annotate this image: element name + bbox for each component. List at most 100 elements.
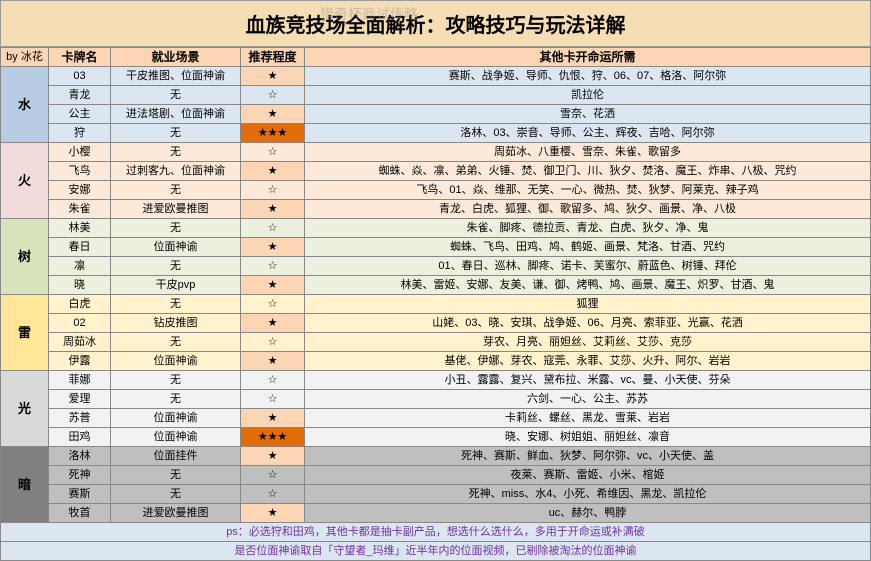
card-name: 小樱 — [49, 143, 111, 162]
rec-cell: ☆ — [241, 143, 305, 162]
scene-cell: 无 — [111, 181, 241, 200]
author-cell: by 冰花 — [1, 48, 49, 67]
other-cell: 死神、miss、水4、小死、希维因、黑龙、凯拉伦 — [305, 485, 871, 504]
scene-cell: 无 — [111, 219, 241, 238]
table-row: 火小樱无☆周茹冰、八重樱、雪奈、朱雀、歌留多 — [1, 143, 871, 162]
card-name: 伊露 — [49, 352, 111, 371]
card-name: 青龙 — [49, 86, 111, 105]
card-name: 洛林 — [49, 447, 111, 466]
other-cell: 卡莉丝、螺丝、黑龙、雪莱、岩岩 — [305, 409, 871, 428]
card-name: 死神 — [49, 466, 111, 485]
rec-cell: ☆ — [241, 257, 305, 276]
card-name: 田鸡 — [49, 428, 111, 447]
other-cell: 死神、赛斯、鲜血、狄梦、阿尔弥、vc、小天使、盖 — [305, 447, 871, 466]
table-row: 青龙无☆凯拉伦 — [1, 86, 871, 105]
rec-cell: ☆ — [241, 371, 305, 390]
rec-cell: ★ — [241, 200, 305, 219]
card-name: 林美 — [49, 219, 111, 238]
table-row: 朱雀进爱欧曼推图★青龙、白虎、狐狸、御、歌留多、鸠、狄夕、画景、净、八极 — [1, 200, 871, 219]
scene-cell: 位面神谕 — [111, 409, 241, 428]
table-row: 飞鸟过刺客九、位面神谕★蜘蛛、焱、凛、弟弟、火锤、焚、御卫门、川、狄夕、焚洛、魔… — [1, 162, 871, 181]
header-card: 卡牌名 — [49, 48, 111, 67]
other-cell: 小丑、露露、复兴、黛布拉、米露、vc、曼、小天使、芬朵 — [305, 371, 871, 390]
rec-cell: ☆ — [241, 485, 305, 504]
other-cell: uc、赫尔、鸭脖 — [305, 504, 871, 523]
card-name: 晓 — [49, 276, 111, 295]
header-rec: 推荐程度 — [241, 48, 305, 67]
footer-note-2: 是否位面神谕取自「守望者_玛维」近半年内的位面视频，已剔除被淘汰的位面神谕 — [1, 542, 871, 561]
header-scene: 就业场景 — [111, 48, 241, 67]
other-cell: 青龙、白虎、狐狸、御、歌留多、鸠、狄夕、画景、净、八极 — [305, 200, 871, 219]
rec-cell: ☆ — [241, 86, 305, 105]
other-cell: 凯拉伦 — [305, 86, 871, 105]
rec-cell: ☆ — [241, 333, 305, 352]
card-name: 苏普 — [49, 409, 111, 428]
page-title: 血族竞技场全面解析：攻略技巧与玩法详解 — [0, 0, 871, 47]
table-row: 公主进法塔剧、位面神谕★雪奈、花洒 — [1, 105, 871, 124]
table-row: 周茹冰无☆芽农、月亮、丽妲丝、艾莉丝、艾莎、克莎 — [1, 333, 871, 352]
table-row: 苏普位面神谕★卡莉丝、螺丝、黑龙、雪莱、岩岩 — [1, 409, 871, 428]
guide-table: by 冰花 卡牌名 就业场景 推荐程度 其他卡开命运所需 水03干皮推图、位面神… — [0, 47, 871, 561]
category-cell: 火 — [1, 143, 49, 219]
scene-cell: 无 — [111, 295, 241, 314]
other-cell: 狐狸 — [305, 295, 871, 314]
other-cell: 六剑、一心、公主、苏苏 — [305, 390, 871, 409]
scene-cell: 过刺客九、位面神谕 — [111, 162, 241, 181]
rec-cell: ★ — [241, 238, 305, 257]
table-row: 狩无★★★洛林、03、崇音、导师、公主、辉夜、吉哈、阿尔弥 — [1, 124, 871, 143]
footer-note-1: ps：必选狩和田鸡，其他卡都是抽卡副产品，想选什么选什么，多用于开命运或补满破 — [1, 523, 871, 542]
category-cell: 光 — [1, 371, 49, 447]
scene-cell: 进爱欧曼推图 — [111, 200, 241, 219]
scene-cell: 进法塔剧、位面神谕 — [111, 105, 241, 124]
other-cell: 林美、雷姬、安娜、友美、谦、御、烤鸭、鸠、画景、魔王、炽罗、甘酒、鬼 — [305, 276, 871, 295]
other-cell: 赛斯、战争姬、导师、仇恨、狩、06、07、格洛、阿尔弥 — [305, 67, 871, 86]
other-cell: 夜莱、赛斯、雷姬、小米、棺姬 — [305, 466, 871, 485]
table-row: 牧首进爱欧曼推图★uc、赫尔、鸭脖 — [1, 504, 871, 523]
scene-cell: 无 — [111, 257, 241, 276]
rec-cell: ★ — [241, 447, 305, 466]
other-cell: 飞鸟、01、焱、维那、无笑、一心、微热、焚、狄梦、阿莱克、辣子鸡 — [305, 181, 871, 200]
table-row: 02钻皮推图★山姥、03、晓、安琪、战争姬、06、月亮、索菲亚、光赢、花洒 — [1, 314, 871, 333]
category-cell: 水 — [1, 67, 49, 143]
scene-cell: 无 — [111, 86, 241, 105]
other-cell: 01、春日、巡林、脚疼、诺卡、芙蜜尔、蔚蓝色、树锤、拜伦 — [305, 257, 871, 276]
header-other: 其他卡开命运所需 — [305, 48, 871, 67]
scene-cell: 位面神谕 — [111, 238, 241, 257]
scene-cell: 无 — [111, 333, 241, 352]
card-name: 朱雀 — [49, 200, 111, 219]
card-name: 赛斯 — [49, 485, 111, 504]
other-cell: 山姥、03、晓、安琪、战争姬、06、月亮、索菲亚、光赢、花洒 — [305, 314, 871, 333]
scene-cell: 位面神谕 — [111, 428, 241, 447]
table-row: 雷白虎无☆狐狸 — [1, 295, 871, 314]
category-cell: 暗 — [1, 447, 49, 523]
card-name: 春日 — [49, 238, 111, 257]
scene-cell: 干皮pvp — [111, 276, 241, 295]
scene-cell: 无 — [111, 124, 241, 143]
card-name: 爱理 — [49, 390, 111, 409]
table-row: 暗洛林位面挂件★死神、赛斯、鲜血、狄梦、阿尔弥、vc、小天使、盖 — [1, 447, 871, 466]
rec-cell: ☆ — [241, 466, 305, 485]
card-name: 03 — [49, 67, 111, 86]
category-cell: 树 — [1, 219, 49, 295]
card-name: 公主 — [49, 105, 111, 124]
scene-cell: 无 — [111, 390, 241, 409]
rec-cell: ★ — [241, 314, 305, 333]
other-cell: 周茹冰、八重樱、雪奈、朱雀、歌留多 — [305, 143, 871, 162]
scene-cell: 进爱欧曼推图 — [111, 504, 241, 523]
table-row: 田鸡位面神谕★★★晓、安娜、树姐姐、丽妲丝、凛音 — [1, 428, 871, 447]
scene-cell: 干皮推图、位面神谕 — [111, 67, 241, 86]
other-cell: 朱雀、脚疼、德拉贡、青龙、白虎、狄夕、净、鬼 — [305, 219, 871, 238]
other-cell: 晓、安娜、树姐姐、丽妲丝、凛音 — [305, 428, 871, 447]
rec-cell: ☆ — [241, 181, 305, 200]
card-name: 菲娜 — [49, 371, 111, 390]
other-cell: 蜘蛛、焱、凛、弟弟、火锤、焚、御卫门、川、狄夕、焚洛、魔王、炸串、八极、咒约 — [305, 162, 871, 181]
other-cell: 雪奈、花洒 — [305, 105, 871, 124]
table-row: 晓干皮pvp★林美、雷姬、安娜、友美、谦、御、烤鸭、鸠、画景、魔王、炽罗、甘酒、… — [1, 276, 871, 295]
card-name: 狩 — [49, 124, 111, 143]
table-row: 树林美无☆朱雀、脚疼、德拉贡、青龙、白虎、狄夕、净、鬼 — [1, 219, 871, 238]
scene-cell: 位面挂件 — [111, 447, 241, 466]
rec-cell: ☆ — [241, 295, 305, 314]
card-name: 周茹冰 — [49, 333, 111, 352]
table-row: 伊露位面神谕★基佬、伊娜、芽农、寇莞、永罪、艾莎、火升、阿尔、岩岩 — [1, 352, 871, 371]
scene-cell: 无 — [111, 485, 241, 504]
